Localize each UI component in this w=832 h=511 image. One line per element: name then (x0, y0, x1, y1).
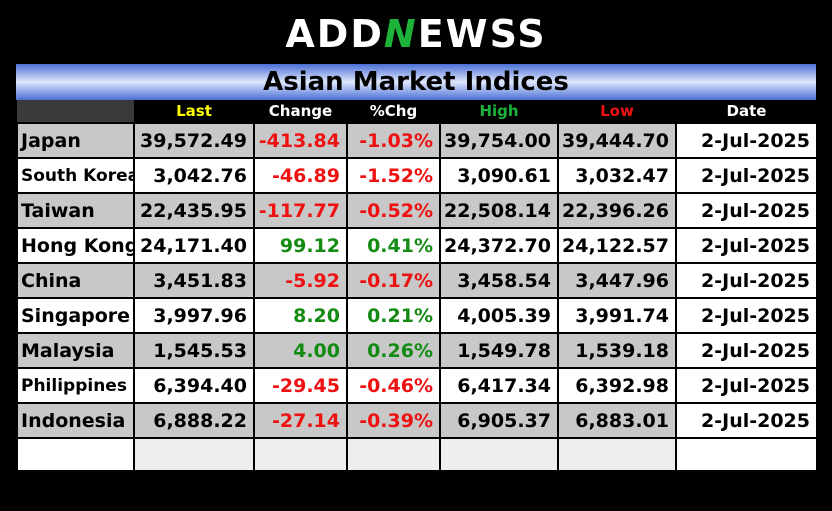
date-value: 2-Jul-2025 (675, 262, 818, 299)
pct-change-value: -1.52% (346, 157, 441, 194)
date-value: 2-Jul-2025 (675, 122, 818, 159)
high-value: 39,754.00 (439, 122, 559, 159)
empty-cell (557, 437, 677, 472)
change-value: -46.89 (253, 157, 348, 194)
header-high: High (440, 100, 558, 123)
page-title: Asian Market Indices (16, 64, 816, 100)
table-row: Hong Kong 24,171.40 99.12 0.41% 24,372.70 24,… (16, 227, 818, 264)
empty-row (16, 437, 818, 472)
low-value: 3,032.47 (557, 157, 677, 194)
brand-logo: ADDNEWSS (0, 8, 832, 60)
last-value: 22,435.95 (133, 192, 255, 229)
index-name: Hong Kong (16, 227, 135, 264)
market-table: Last Change %Chg High Low Date Japan 39,5… (16, 100, 818, 472)
last-value: 24,171.40 (133, 227, 255, 264)
pct-change-value: -0.46% (346, 367, 441, 404)
change-value: -27.14 (253, 402, 348, 439)
low-value: 3,447.96 (557, 262, 677, 299)
empty-cell (253, 437, 348, 472)
last-value: 39,572.49 (133, 122, 255, 159)
low-value: 1,539.18 (557, 332, 677, 369)
table-header-row: Last Change %Chg High Low Date (17, 100, 817, 123)
high-value: 1,549.78 (439, 332, 559, 369)
high-value: 3,090.61 (439, 157, 559, 194)
index-name: Taiwan (16, 192, 135, 229)
empty-cell (16, 437, 135, 472)
empty-cell (439, 437, 559, 472)
low-value: 6,392.98 (557, 367, 677, 404)
high-value: 6,417.34 (439, 367, 559, 404)
date-value: 2-Jul-2025 (675, 192, 818, 229)
date-value: 2-Jul-2025 (675, 402, 818, 439)
table-row: Taiwan 22,435.95 -117.77 -0.52% 22,508.14 22,… (16, 192, 818, 229)
change-value: 8.20 (253, 297, 348, 334)
index-name: Philippines (16, 367, 135, 404)
date-value: 2-Jul-2025 (675, 227, 818, 264)
change-value: -117.77 (253, 192, 348, 229)
empty-cell (675, 437, 818, 472)
index-name: Malaysia (16, 332, 135, 369)
table-row: Malaysia 1,545.53 4.00 0.26% 1,549.78 1,539.1… (16, 332, 818, 369)
pct-change-value: -1.03% (346, 122, 441, 159)
header-change: Change (254, 100, 347, 123)
table-row: Indonesia 6,888.22 -27.14 -0.39% 6,905.37 6,8… (16, 402, 818, 439)
change-value: 99.12 (253, 227, 348, 264)
header-pct: %Chg (347, 100, 440, 123)
pct-change-value: 0.21% (346, 297, 441, 334)
pct-change-value: -0.17% (346, 262, 441, 299)
date-value: 2-Jul-2025 (675, 157, 818, 194)
table-row: Japan 39,572.49 -413.84 -1.03% 39,754.00 39,4… (16, 122, 818, 159)
header-date: Date (676, 100, 817, 123)
change-value: -29.45 (253, 367, 348, 404)
index-name: China (16, 262, 135, 299)
date-value: 2-Jul-2025 (675, 367, 818, 404)
pct-change-value: -0.39% (346, 402, 441, 439)
brand-part-2: N (383, 12, 418, 56)
low-value: 22,396.26 (557, 192, 677, 229)
table-row: Philippines 6,394.40 -29.45 -0.46% 6,417.34 6… (16, 367, 818, 404)
high-value: 6,905.37 (439, 402, 559, 439)
last-value: 1,545.53 (133, 332, 255, 369)
low-value: 6,883.01 (557, 402, 677, 439)
index-name: Japan (16, 122, 135, 159)
change-value: -5.92 (253, 262, 348, 299)
low-value: 39,444.70 (557, 122, 677, 159)
brand-part-3: EWSS (417, 12, 547, 56)
pct-change-value: 0.26% (346, 332, 441, 369)
pct-change-value: -0.52% (346, 192, 441, 229)
pct-change-value: 0.41% (346, 227, 441, 264)
table-row: China 3,451.83 -5.92 -0.17% 3,458.54 3,447.96… (16, 262, 818, 299)
brand-logo-text: ADDNEWSS (285, 12, 546, 56)
last-value: 6,394.40 (133, 367, 255, 404)
low-value: 3,991.74 (557, 297, 677, 334)
high-value: 22,508.14 (439, 192, 559, 229)
header-low: Low (558, 100, 676, 123)
last-value: 3,451.83 (133, 262, 255, 299)
header-blank (17, 100, 134, 123)
low-value: 24,122.57 (557, 227, 677, 264)
index-name: Indonesia (16, 402, 135, 439)
last-value: 3,042.76 (133, 157, 255, 194)
change-value: 4.00 (253, 332, 348, 369)
empty-cell (133, 437, 255, 472)
header-last: Last (134, 100, 254, 123)
index-name: South Korea (16, 157, 135, 194)
last-value: 3,997.96 (133, 297, 255, 334)
high-value: 24,372.70 (439, 227, 559, 264)
date-value: 2-Jul-2025 (675, 297, 818, 334)
last-value: 6,888.22 (133, 402, 255, 439)
high-value: 3,458.54 (439, 262, 559, 299)
index-name: Singapore (16, 297, 135, 334)
brand-part-1: ADD (285, 12, 384, 56)
table-row: South Korea 3,042.76 -46.89 -1.52% 3,090.61 3… (16, 157, 818, 194)
high-value: 4,005.39 (439, 297, 559, 334)
table-row: Singapore 3,997.96 8.20 0.21% 4,005.39 3,991.… (16, 297, 818, 334)
date-value: 2-Jul-2025 (675, 332, 818, 369)
empty-cell (346, 437, 441, 472)
change-value: -413.84 (253, 122, 348, 159)
